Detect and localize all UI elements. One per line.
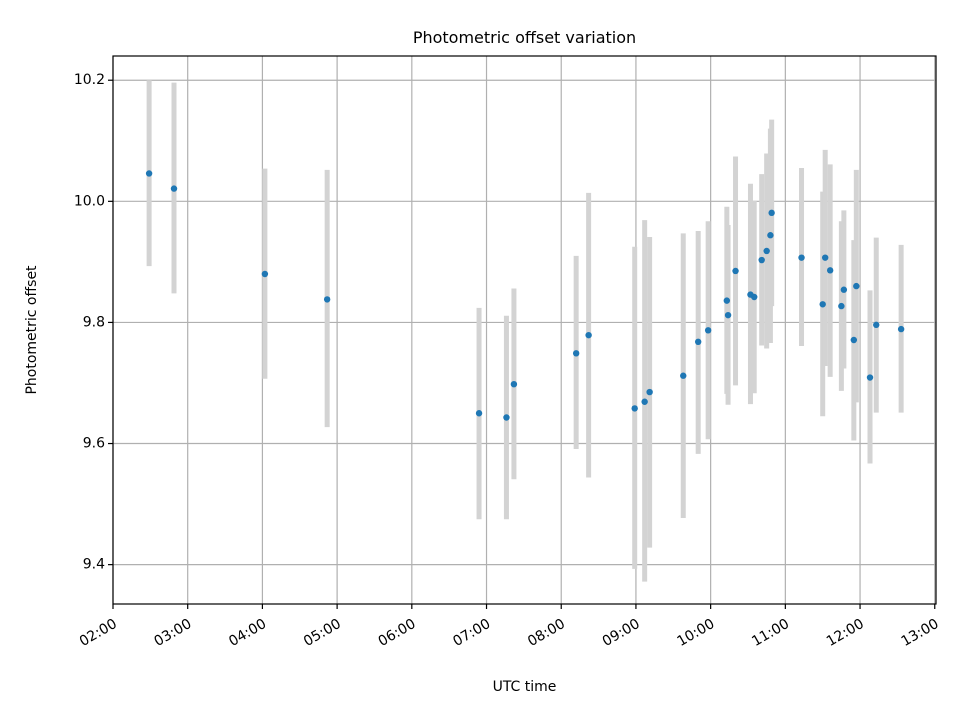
data-point [732,267,739,275]
data-point [724,311,732,319]
data-point [641,398,648,405]
data-point [475,410,483,417]
x-axis-label: UTC time [493,679,557,695]
data-point [704,327,712,334]
data-point [510,380,518,388]
y-axis-label: Photometric offset [24,265,40,395]
data-point [646,388,653,396]
data-point [751,293,758,301]
y-tick-label: 9.6 [83,436,105,452]
chart-title: Photometric offset variation [413,28,636,47]
data-point [768,209,775,217]
data-point [850,336,858,344]
data-point [631,405,638,412]
data-point [758,256,765,264]
data-point [261,270,269,278]
data-point [503,414,510,421]
y-tick-label: 9.8 [83,314,105,330]
data-point [897,325,905,333]
data-point [840,286,848,293]
data-point [798,254,805,261]
data-point [323,296,331,303]
data-point [572,350,580,357]
data-point [170,185,178,192]
data-point [826,267,834,274]
data-point [680,372,687,379]
data-points [145,170,905,421]
data-point [763,247,770,255]
data-point [821,254,829,261]
y-tick-label: 9.4 [83,557,105,573]
data-point [853,282,860,290]
data-point [585,331,592,339]
data-point [873,321,880,329]
data-point [694,338,702,346]
data-point [767,232,774,239]
data-point [819,301,826,308]
data-point [145,170,153,177]
data-point [723,297,731,304]
y-tick-label: 10.2 [74,72,105,88]
y-tick-label: 10.0 [74,193,105,209]
grid [112,56,936,604]
plot-area [112,55,937,605]
data-point [838,302,845,310]
data-point [866,374,874,381]
